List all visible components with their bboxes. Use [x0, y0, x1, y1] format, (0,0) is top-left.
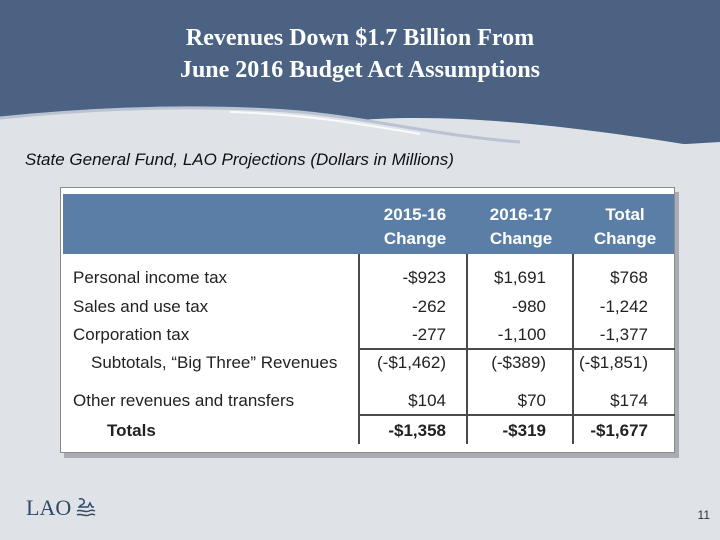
header-2015-16-line2: Change	[383, 229, 447, 248]
cell-total: $174	[610, 391, 648, 410]
row-label: Other revenues and transfers	[73, 391, 295, 410]
cell-2016-17: -1,100	[497, 325, 546, 344]
table-row: Personal income tax -$923 $1,691 $768	[61, 266, 676, 292]
cell-2015-16: -262	[411, 297, 446, 316]
row-label: Totals	[107, 421, 156, 440]
cell-total: -1,242	[599, 297, 648, 316]
cell-2016-17: (-$389)	[491, 353, 546, 372]
title-line-2: June 2016 Budget Act Assumptions	[179, 57, 541, 83]
lao-logo-text: LAO	[26, 495, 72, 520]
cell-2015-16: $104	[408, 391, 446, 410]
cell-2016-17: $1,691	[494, 268, 546, 287]
row-label: Subtotals, “Big Three” Revenues	[91, 353, 338, 372]
lao-logo-icon	[76, 498, 96, 517]
cell-total: (-$1,851)	[579, 353, 648, 372]
subtotal-rule	[358, 348, 675, 350]
cell-2016-17: $70	[517, 391, 546, 410]
cell-total: $768	[610, 268, 648, 287]
header-total-line1: Total	[605, 205, 645, 224]
table-row-totals: Totals -$1,358 -$319 -$1,677	[61, 419, 676, 445]
header-2016-17-line1: 2016-17	[489, 205, 553, 224]
cell-total: -$1,677	[590, 421, 648, 440]
header-total-line2: Change	[593, 229, 657, 248]
revenue-table: 2015-16 Change 2016-17 Change Total Chan…	[60, 187, 675, 453]
header-total: Total Change	[575, 203, 675, 251]
title-line-1: Revenues Down $1.7 Billion From	[185, 25, 535, 51]
row-label: Corporation tax	[73, 325, 190, 344]
page-title: Revenues Down $1.7 Billion From June 201…	[0, 22, 720, 86]
title-banner: Revenues Down $1.7 Billion From June 201…	[0, 0, 720, 150]
table-row-subtotal: Subtotals, “Big Three” Revenues (-$1,462…	[61, 351, 676, 377]
page-number: 11	[697, 508, 710, 522]
table-row: Corporation tax -277 -1,100 -1,377	[61, 323, 676, 349]
header-2015-16: 2015-16 Change	[365, 203, 465, 251]
banner-background	[0, 0, 720, 150]
cell-2015-16: -$923	[402, 268, 446, 287]
header-2016-17-line2: Change	[489, 229, 553, 248]
totals-rule	[358, 414, 675, 416]
cell-2015-16: (-$1,462)	[377, 353, 446, 372]
cell-2016-17: -980	[511, 297, 546, 316]
table-row: Sales and use tax -262 -980 -1,242	[61, 295, 676, 321]
row-label: Sales and use tax	[73, 297, 209, 316]
cell-total: -1,377	[599, 325, 648, 344]
header-2015-16-line1: 2015-16	[383, 205, 447, 224]
cell-2015-16: -$1,358	[388, 421, 446, 440]
table-subtitle: State General Fund, LAO Projections (Dol…	[25, 150, 454, 169]
cell-2015-16: -277	[411, 325, 446, 344]
table-header: 2015-16 Change 2016-17 Change Total Chan…	[63, 194, 674, 254]
header-2016-17: 2016-17 Change	[471, 203, 571, 251]
table-row: Other revenues and transfers $104 $70 $1…	[61, 389, 676, 415]
cell-2016-17: -$319	[502, 421, 546, 440]
row-label: Personal income tax	[73, 268, 228, 287]
